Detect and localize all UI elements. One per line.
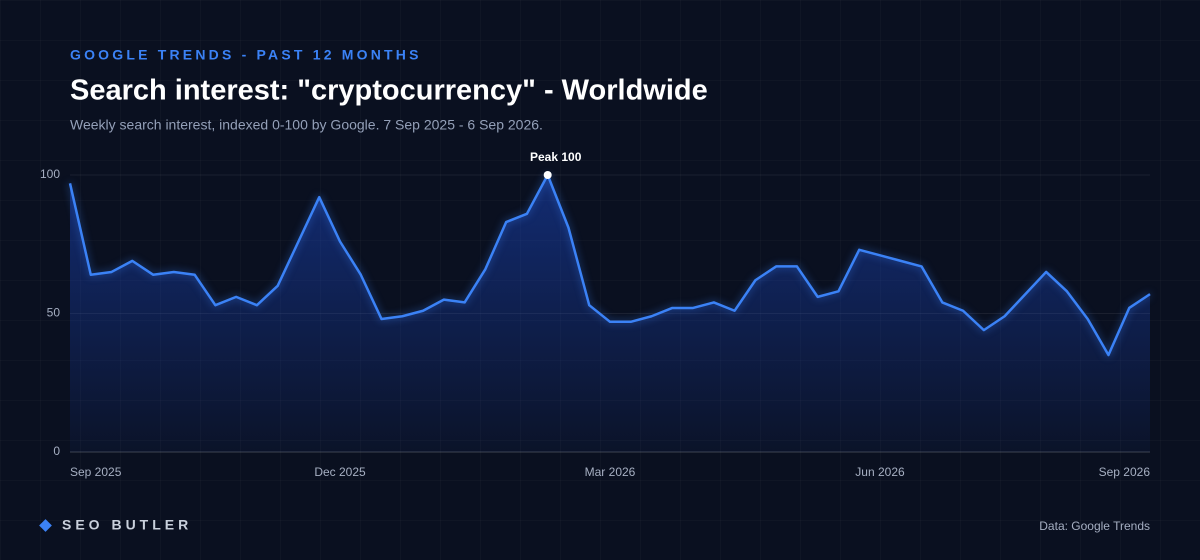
y-tick-label: 50	[47, 306, 61, 320]
x-tick-label: Sep 2026	[1099, 465, 1151, 479]
area	[70, 175, 1150, 452]
x-tick-label: Sep 2025	[70, 465, 122, 479]
x-tick-label: Jun 2026	[855, 465, 905, 479]
chart-title: Search interest: "cryptocurrency" - Worl…	[70, 75, 708, 107]
kicker: GOOGLE TRENDS - PAST 12 MONTHS	[70, 47, 422, 63]
line	[68, 173, 1151, 357]
y-tick-label: 100	[40, 167, 60, 181]
brand: SEO BUTLER	[62, 517, 192, 533]
subtitle: Weekly search interest, indexed 0-100 by…	[70, 117, 543, 133]
peak-annotation: Peak 100	[530, 150, 582, 164]
x-tick-label: Mar 2026	[585, 465, 636, 479]
y-tick-label: 0	[53, 444, 60, 458]
peak-marker	[543, 171, 552, 179]
x-tick-label: Dec 2025	[314, 465, 366, 479]
brand-icon	[39, 519, 52, 532]
source: Data: Google Trends	[1039, 519, 1150, 533]
